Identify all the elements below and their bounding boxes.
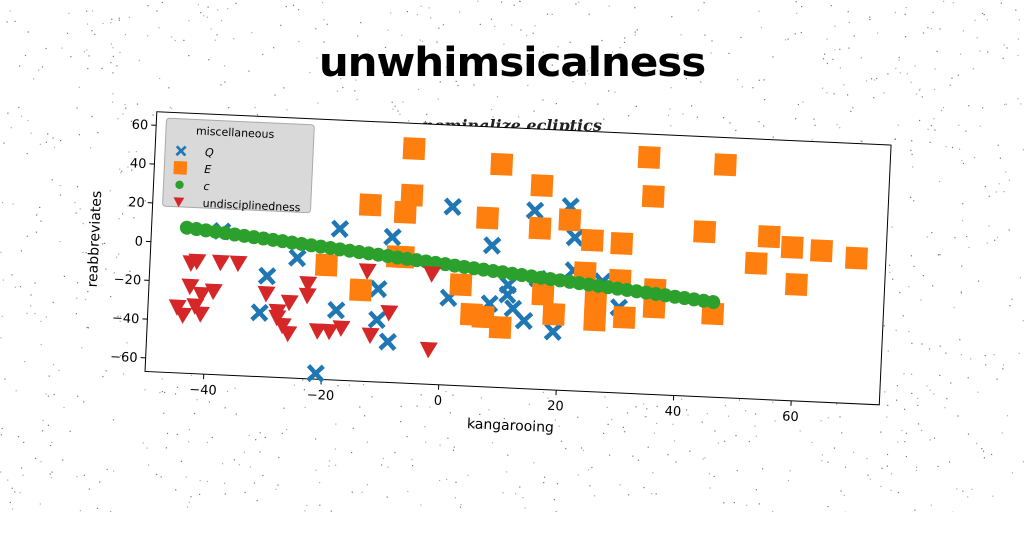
legend-marker-e	[173, 161, 187, 175]
noise-speck	[982, 13, 983, 14]
point-e	[449, 273, 472, 296]
point-e	[581, 229, 604, 252]
point-e	[558, 208, 581, 231]
legend-label-c: c	[203, 180, 210, 193]
y-tick-label: 0	[134, 234, 143, 249]
noise-speck	[10, 502, 11, 503]
y-tick-label: 20	[128, 195, 145, 211]
point-e	[349, 278, 372, 301]
noise-speck	[306, 505, 307, 506]
noise-speck	[20, 492, 21, 493]
point-e	[489, 316, 512, 339]
point-e	[542, 303, 565, 326]
point-e	[476, 207, 499, 230]
legend-label-q: Q	[205, 146, 215, 159]
noise-speck	[80, 510, 81, 511]
point-e	[693, 220, 716, 243]
noise-speck	[7, 21, 8, 22]
y-axis-label: reabbreviates	[85, 190, 105, 287]
noise-speck	[953, 2, 954, 3]
legend-label-e: E	[204, 163, 212, 176]
point-e	[638, 146, 661, 169]
point-e	[529, 217, 552, 240]
noise-speck	[319, 505, 320, 506]
x-tick-label: 20	[547, 399, 564, 415]
noise-speck	[796, 1, 797, 2]
noise-speck	[189, 502, 190, 503]
noise-speck	[984, 14, 985, 15]
noise-speck	[704, 2, 705, 3]
point-e	[845, 247, 868, 270]
point-e	[403, 137, 426, 160]
point-e	[490, 153, 513, 176]
x-tick-label: 60	[782, 409, 799, 425]
noise-speck	[905, 14, 906, 15]
noise-speck	[943, 1, 944, 2]
noise-speck	[1001, 3, 1002, 4]
x-tick-label: −20	[306, 388, 334, 404]
point-e	[745, 252, 768, 275]
point-e	[531, 283, 554, 306]
noise-speck	[304, 510, 305, 511]
point-e	[810, 239, 833, 262]
noise-speck	[848, 11, 849, 12]
y-tick-label: 40	[130, 156, 147, 172]
y-tick-label: 60	[131, 118, 148, 134]
noise-speck	[831, 5, 832, 6]
noise-speck	[933, 12, 934, 13]
point-e	[758, 225, 781, 248]
point-e	[315, 254, 338, 277]
noise-speck	[187, 506, 188, 507]
point-e	[530, 174, 553, 197]
noise-speck	[987, 19, 988, 20]
noise-speck	[1019, 19, 1020, 20]
noise-speck	[40, 503, 41, 504]
point-e	[394, 201, 417, 224]
noise-speck	[801, 6, 802, 7]
point-e	[781, 236, 804, 259]
y-tick-label: −20	[113, 272, 141, 288]
point-e	[714, 153, 737, 176]
x-tick-label: 40	[664, 404, 681, 420]
noise-speck	[97, 508, 98, 509]
noise-speck	[895, 12, 896, 13]
point-e	[359, 193, 382, 216]
x-tick-label: −40	[189, 382, 217, 398]
y-tick-label: −60	[110, 350, 138, 366]
x-axis-label: kangarooing	[467, 416, 555, 436]
point-e	[785, 273, 808, 296]
noise-speck	[906, 7, 907, 8]
noise-speck	[12, 509, 13, 510]
noise-speck	[1015, 10, 1016, 11]
point-e	[610, 232, 633, 255]
point-e	[613, 306, 636, 329]
point-e	[583, 309, 606, 332]
point-e	[642, 185, 665, 208]
y-tick-label: −40	[112, 311, 140, 327]
noise-speck	[14, 491, 15, 492]
x-tick-label: 0	[433, 394, 442, 409]
